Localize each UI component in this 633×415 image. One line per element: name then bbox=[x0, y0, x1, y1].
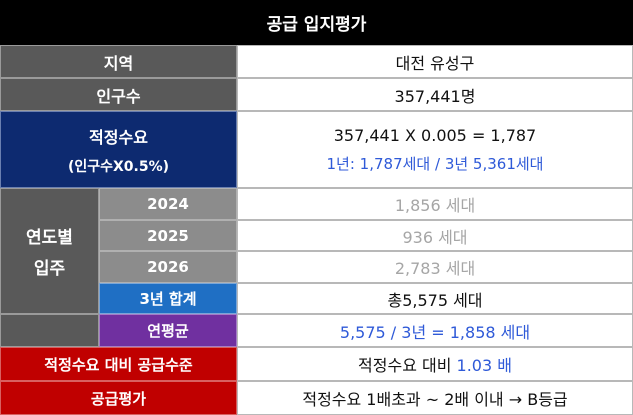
region-label[interactable]: 지역 bbox=[0, 45, 237, 78]
year-label-2026[interactable]: 2026 bbox=[99, 251, 237, 283]
year-value-2026[interactable]: 2,783 세대 bbox=[237, 251, 633, 283]
supply-level-prefix: 적정수요 대비 bbox=[358, 356, 457, 375]
demand-sublabel: (인구수X0.5%) bbox=[67, 158, 170, 175]
demand-label: 적정수요 bbox=[89, 127, 148, 147]
table-title[interactable]: 공급 입지평가 bbox=[0, 0, 633, 45]
yearly-label-line1: 연도별 bbox=[26, 228, 73, 248]
year-value-2024[interactable]: 1,856 세대 bbox=[237, 188, 633, 220]
demand-label-cell[interactable]: 적정수요 (인구수X0.5%) bbox=[0, 111, 237, 188]
yearly-supply-label[interactable]: 연도별 입주 bbox=[0, 188, 99, 314]
population-value[interactable]: 357,441명 bbox=[237, 78, 633, 111]
year-label-2024[interactable]: 2024 bbox=[99, 188, 237, 220]
year-value-2025[interactable]: 936 세대 bbox=[237, 220, 633, 251]
yearly-label-line2: 입주 bbox=[33, 259, 66, 279]
three-year-total-value[interactable]: 총5,575 세대 bbox=[237, 283, 633, 314]
year-label-2025[interactable]: 2025 bbox=[99, 220, 237, 251]
evaluation-label[interactable]: 공급평가 bbox=[0, 381, 237, 415]
yearly-average-label[interactable]: 연평균 bbox=[99, 314, 237, 347]
demand-formula: 357,441 X 0.005 = 1,787 bbox=[333, 125, 537, 145]
demand-detail: 1년: 1,787세대 / 3년 5,361세대 bbox=[326, 154, 544, 173]
demand-value-cell[interactable]: 357,441 X 0.005 = 1,787 1년: 1,787세대 / 3년… bbox=[237, 111, 633, 188]
yearly-average-value[interactable]: 5,575 / 3년 = 1,858 세대 bbox=[237, 314, 633, 347]
supply-level-label[interactable]: 적정수요 대비 공급수준 bbox=[0, 347, 237, 381]
yearly-label-extension bbox=[0, 314, 99, 347]
supply-level-ratio: 1.03 배 bbox=[456, 356, 512, 375]
three-year-total-label[interactable]: 3년 합계 bbox=[99, 283, 237, 314]
supply-level-value[interactable]: 적정수요 대비 1.03 배 bbox=[237, 347, 633, 381]
region-value[interactable]: 대전 유성구 bbox=[237, 45, 633, 78]
population-label[interactable]: 인구수 bbox=[0, 78, 237, 111]
evaluation-value[interactable]: 적정수요 1배초과 ~ 2배 이내 → B등급 bbox=[237, 381, 633, 415]
